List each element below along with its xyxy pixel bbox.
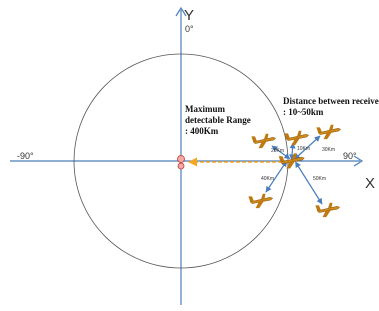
distance-label: 20Km bbox=[271, 148, 284, 154]
range-note: : 400Km bbox=[185, 126, 219, 136]
x-label: X bbox=[365, 175, 375, 192]
range-note: detectable Range bbox=[185, 115, 251, 125]
receivers-note: Distance between receivers bbox=[283, 96, 379, 106]
top-degree: 0° bbox=[185, 24, 194, 34]
target bbox=[178, 156, 185, 170]
distance-label: 30Km bbox=[322, 147, 335, 153]
diagram: Y 0° X 90° -90° Maximum detectable Range… bbox=[0, 0, 379, 311]
range-note: Maximum bbox=[185, 104, 225, 114]
axes: Y 0° X 90° -90° bbox=[10, 7, 375, 305]
receivers-note: : 10~50km bbox=[283, 107, 324, 117]
right-degree: 90° bbox=[343, 151, 357, 161]
distance-label: 40Km bbox=[261, 176, 274, 182]
left-degree: -90° bbox=[17, 151, 34, 161]
distance-label: 10Km bbox=[297, 146, 310, 152]
distance-label: 50Km bbox=[313, 176, 326, 182]
links bbox=[266, 136, 322, 204]
y-label: Y bbox=[184, 7, 194, 24]
receivers bbox=[248, 125, 340, 217]
